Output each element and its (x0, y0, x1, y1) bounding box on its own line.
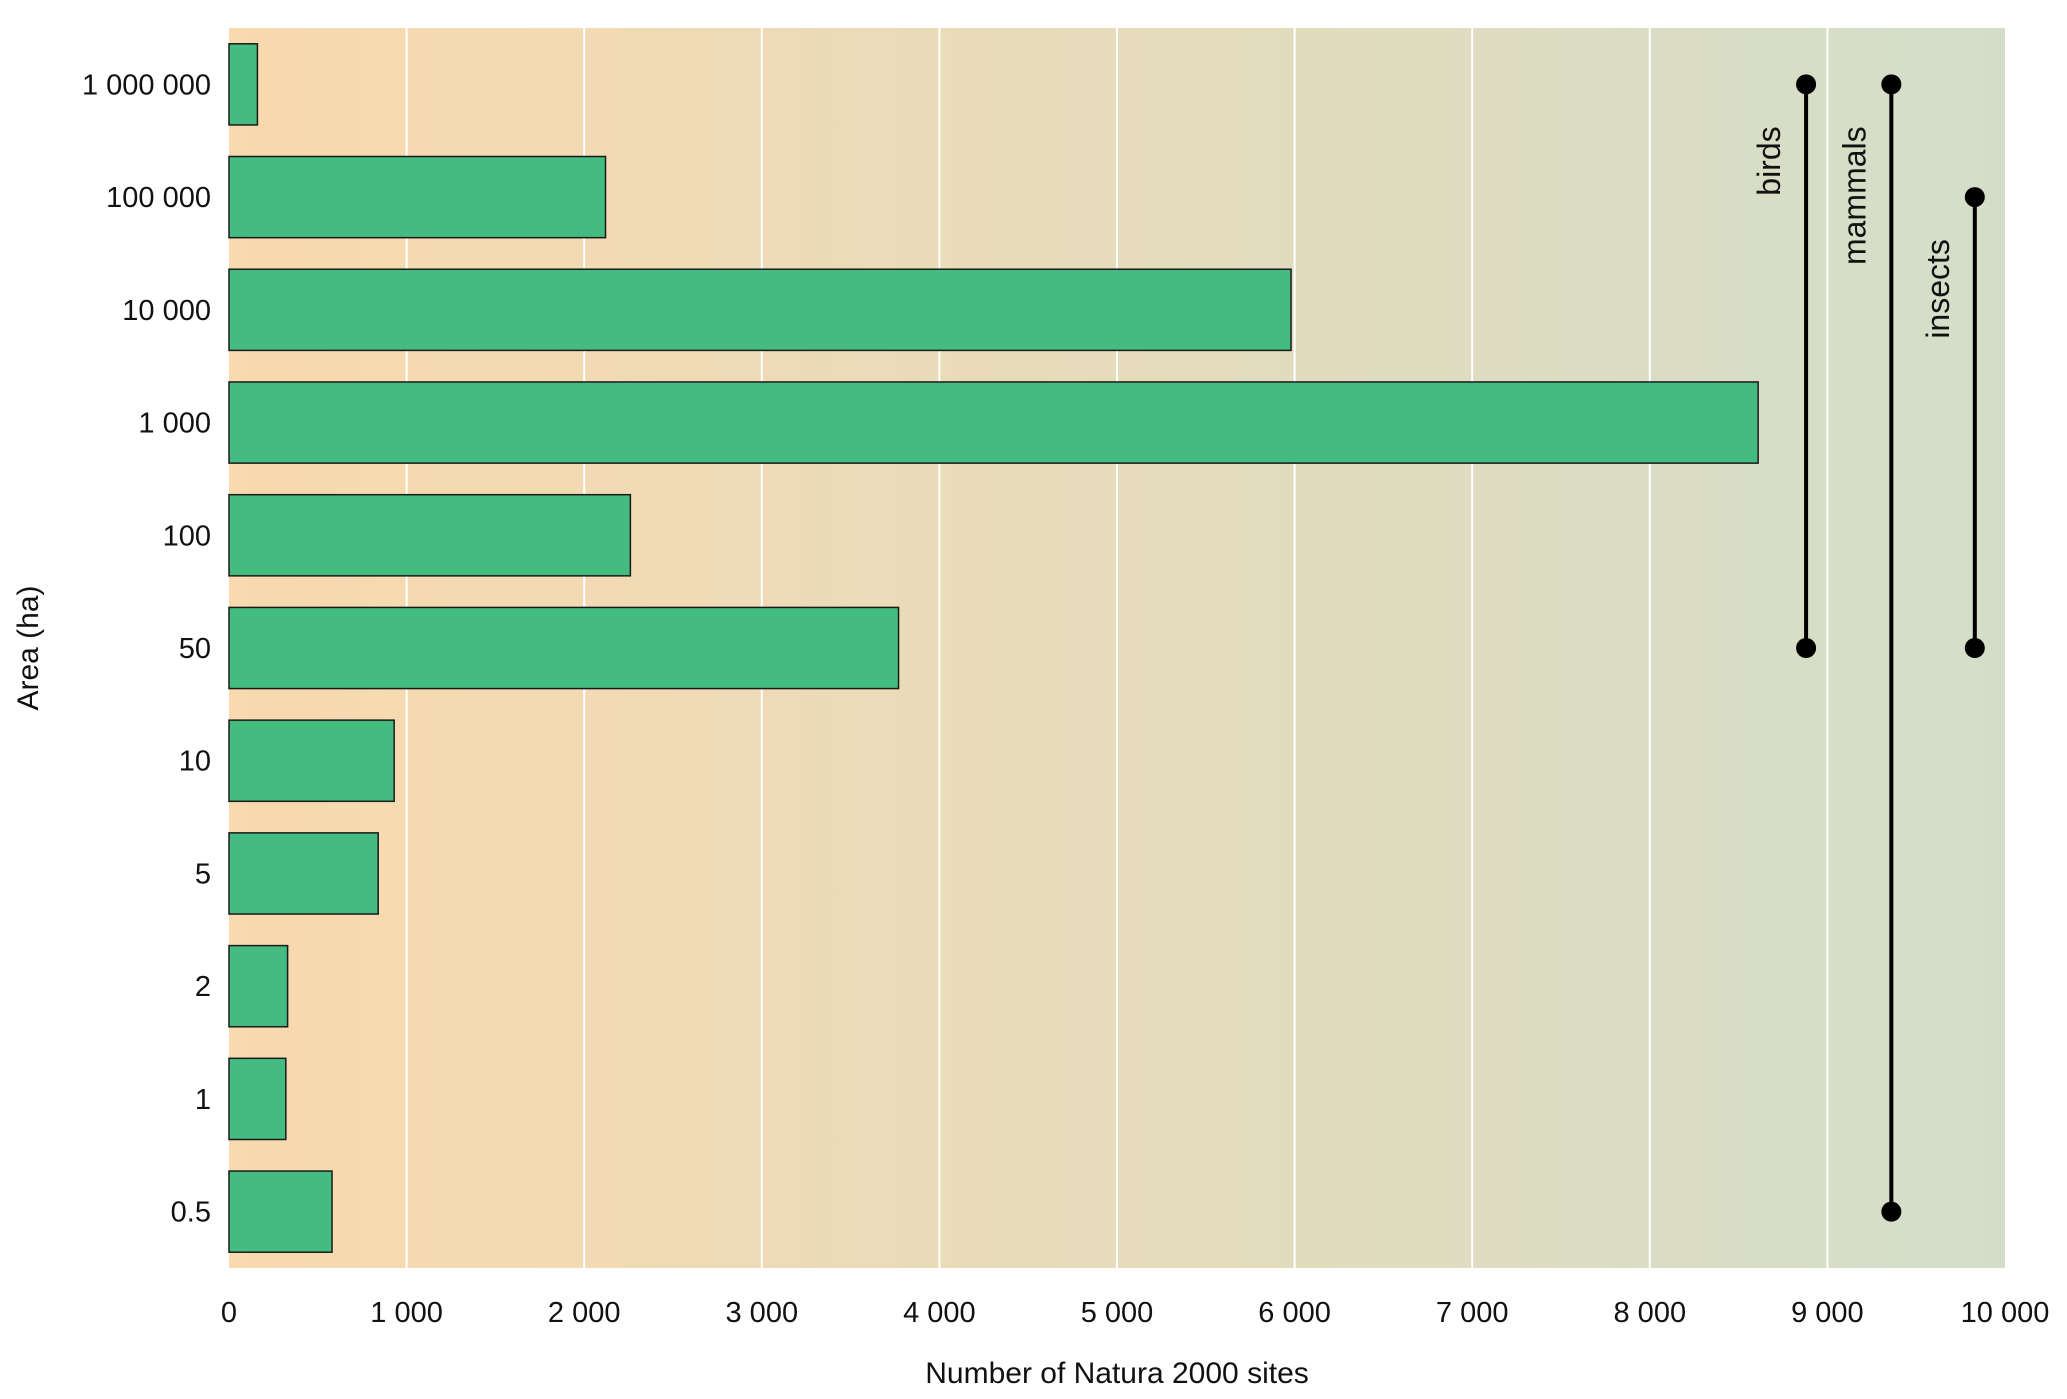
bar (228, 944, 289, 1028)
range-endpoint (1796, 74, 1817, 95)
x-tick-label: 1 000 (370, 1297, 443, 1329)
bars (228, 43, 1759, 1253)
range-endpoint (1964, 638, 1985, 658)
x-tick-label: 10 000 (1961, 1297, 2050, 1329)
bar (228, 155, 607, 239)
x-tick-label: 0 (221, 1297, 237, 1329)
range-endpoint (1796, 638, 1817, 658)
bar (228, 268, 1292, 352)
bar (228, 606, 900, 690)
bar (228, 832, 379, 915)
y-tick-label: 2 (195, 971, 211, 1003)
x-tick-label: 9 000 (1791, 1297, 1864, 1329)
y-axis-title: Area (ha) (12, 585, 45, 710)
y-tick-label: 5 (195, 858, 211, 890)
y-tick-label: 10 (179, 746, 211, 778)
bar (228, 381, 1759, 464)
x-tick-label: 4 000 (903, 1297, 976, 1329)
species-ranges: birds mammals insects (1751, 74, 1985, 1222)
x-axis-title: Number of Natura 2000 sites (925, 1357, 1309, 1390)
range-label: insects (1920, 239, 1956, 339)
bar (228, 493, 632, 577)
x-tick-label: 5 000 (1081, 1297, 1154, 1329)
x-tick-label: 2 000 (548, 1297, 621, 1329)
y-tick-label: 50 (179, 633, 211, 665)
x-tick-label: 8 000 (1614, 1297, 1687, 1329)
x-tick-label: 3 000 (726, 1297, 799, 1329)
y-tick-label: 1 000 000 (82, 69, 211, 101)
x-tick-labels: 0 1 000 2 000 3 000 4 000 5 000 6 000 7 000 8 00… (221, 1297, 2049, 1329)
bar (228, 1057, 287, 1141)
x-tick-label: 7 000 (1436, 1297, 1509, 1329)
bar (228, 719, 395, 803)
bar (228, 43, 259, 126)
range-endpoint (1881, 1201, 1902, 1222)
y-tick-label: 0.5 (171, 1197, 211, 1229)
y-tick-label: 100 000 (106, 182, 211, 214)
y-tick-label: 10 000 (122, 295, 211, 327)
x-tick-label: 6 000 (1258, 1297, 1331, 1329)
range-label: mammals (1836, 126, 1872, 265)
y-tick-label: 1 (195, 1084, 211, 1116)
y-tick-label: 1 000 (138, 408, 211, 440)
y-tick-label: 100 (163, 520, 211, 552)
bar (228, 1170, 333, 1253)
range-endpoint (1964, 187, 1985, 208)
y-tick-labels: 1 000 000 100 000 10 000 1 000 100 50 10 5 2 1 0.5 (82, 69, 211, 1228)
range-label: birds (1751, 126, 1787, 195)
range-endpoint (1881, 74, 1902, 95)
